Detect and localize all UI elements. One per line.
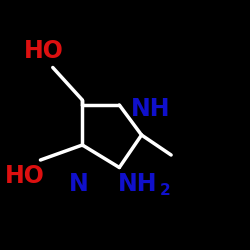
Text: 2: 2 <box>160 183 170 198</box>
Text: N: N <box>69 172 88 196</box>
Text: NH: NH <box>118 172 158 196</box>
Text: HO: HO <box>24 39 64 63</box>
Text: NH: NH <box>130 97 170 121</box>
Text: HO: HO <box>4 164 44 188</box>
